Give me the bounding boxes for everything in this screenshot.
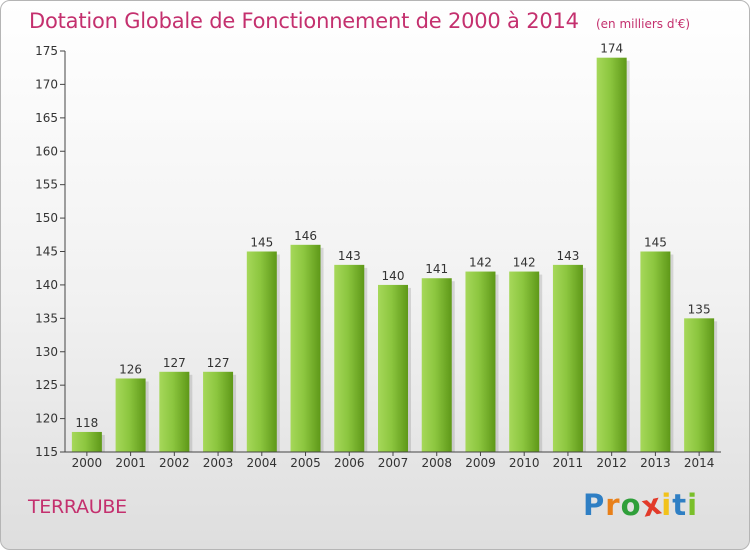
bar-2000 [71, 431, 102, 452]
x-tick-label-2014: 2014 [684, 456, 715, 470]
value-label-2002: 127 [163, 356, 186, 370]
value-label-2010: 142 [513, 256, 536, 270]
value-label-2007: 140 [382, 269, 405, 283]
x-tick-label-2012: 2012 [596, 456, 627, 470]
bar-2008 [421, 278, 452, 452]
commune-name: TERRAUBE [28, 496, 127, 518]
bar-2012 [596, 57, 627, 452]
value-label-2000: 118 [75, 416, 98, 430]
x-tick-label-2007: 2007 [378, 456, 409, 470]
value-label-2009: 142 [469, 256, 492, 270]
logo-letter: i [687, 488, 699, 522]
y-tick-label: 115 [35, 445, 58, 459]
bar-2005 [290, 244, 321, 452]
bar-2013 [640, 251, 671, 452]
x-tick-label-2010: 2010 [509, 456, 540, 470]
x-tick-label-2002: 2002 [159, 456, 190, 470]
y-tick-label: 125 [35, 378, 58, 392]
x-tick-label-2006: 2006 [334, 456, 365, 470]
chart-title: Dotation Globale de Fonctionnement de 20… [29, 9, 579, 33]
value-label-2012: 174 [600, 42, 623, 56]
y-tick-label: 155 [35, 178, 58, 192]
value-label-2014: 135 [688, 302, 711, 316]
value-label-2008: 141 [425, 262, 448, 276]
value-label-2006: 143 [338, 249, 361, 263]
logo-letter: P [583, 488, 606, 522]
logo-letter: i [661, 488, 673, 522]
value-label-2005: 146 [294, 229, 317, 243]
logo-letter: t [672, 488, 688, 522]
y-tick-label: 175 [35, 44, 58, 58]
y-tick-label: 160 [35, 144, 58, 158]
bar-2011 [552, 264, 583, 452]
x-tick-label-2005: 2005 [290, 456, 321, 470]
y-tick-label: 145 [35, 245, 58, 259]
bar-2004 [246, 251, 277, 452]
x-tick-label-2003: 2003 [203, 456, 234, 470]
x-tick-label-2004: 2004 [247, 456, 278, 470]
y-tick-label: 135 [35, 311, 58, 325]
x-tick-label-2013: 2013 [640, 456, 671, 470]
logo-letter: r [605, 488, 621, 522]
logo-letter: o [620, 488, 642, 522]
y-tick-label: 165 [35, 111, 58, 125]
bars [71, 57, 718, 452]
value-label-2003: 127 [207, 356, 230, 370]
y-tick-label: 120 [35, 412, 58, 426]
y-tick-label: 140 [35, 278, 58, 292]
bar-2006 [334, 264, 365, 452]
bar-2009 [465, 271, 496, 452]
x-tick-label-2008: 2008 [421, 456, 452, 470]
value-label-2004: 145 [250, 236, 273, 250]
title-row: Dotation Globale de Fonctionnement de 20… [29, 9, 690, 33]
bar-2002 [159, 371, 190, 452]
chart-subtitle: (en milliers d'€) [595, 17, 691, 31]
value-label-2001: 126 [119, 362, 142, 376]
bar-2001 [115, 378, 146, 452]
y-tick-label: 130 [35, 345, 58, 359]
x-tick-label-2009: 2009 [465, 456, 496, 470]
bar-2014 [684, 318, 715, 452]
x-axis: 2000 2001 2002 2003 2004 2005 2006 2007 2008 2009… [65, 451, 721, 470]
x-tick-label-2001: 2001 [115, 456, 146, 470]
y-axis: 115 120 125 130 135 140 145 150 155 160 165 170 175 [35, 44, 66, 459]
x-tick-label-2000: 2000 [72, 456, 103, 470]
value-label-2013: 145 [644, 236, 667, 250]
value-label-2011: 143 [556, 249, 579, 263]
proxiti-logo: Proxiti [583, 486, 699, 523]
y-tick-label: 170 [35, 77, 58, 91]
x-tick-label-2011: 2011 [553, 456, 584, 470]
bar-2003 [203, 371, 234, 452]
y-tick-label: 150 [35, 211, 58, 225]
bar-2010 [509, 271, 540, 452]
bar-2007 [378, 284, 408, 452]
value-labels: 118 126 127 127 145 146 143 140 141 142 142 143 174 1… [75, 42, 710, 430]
